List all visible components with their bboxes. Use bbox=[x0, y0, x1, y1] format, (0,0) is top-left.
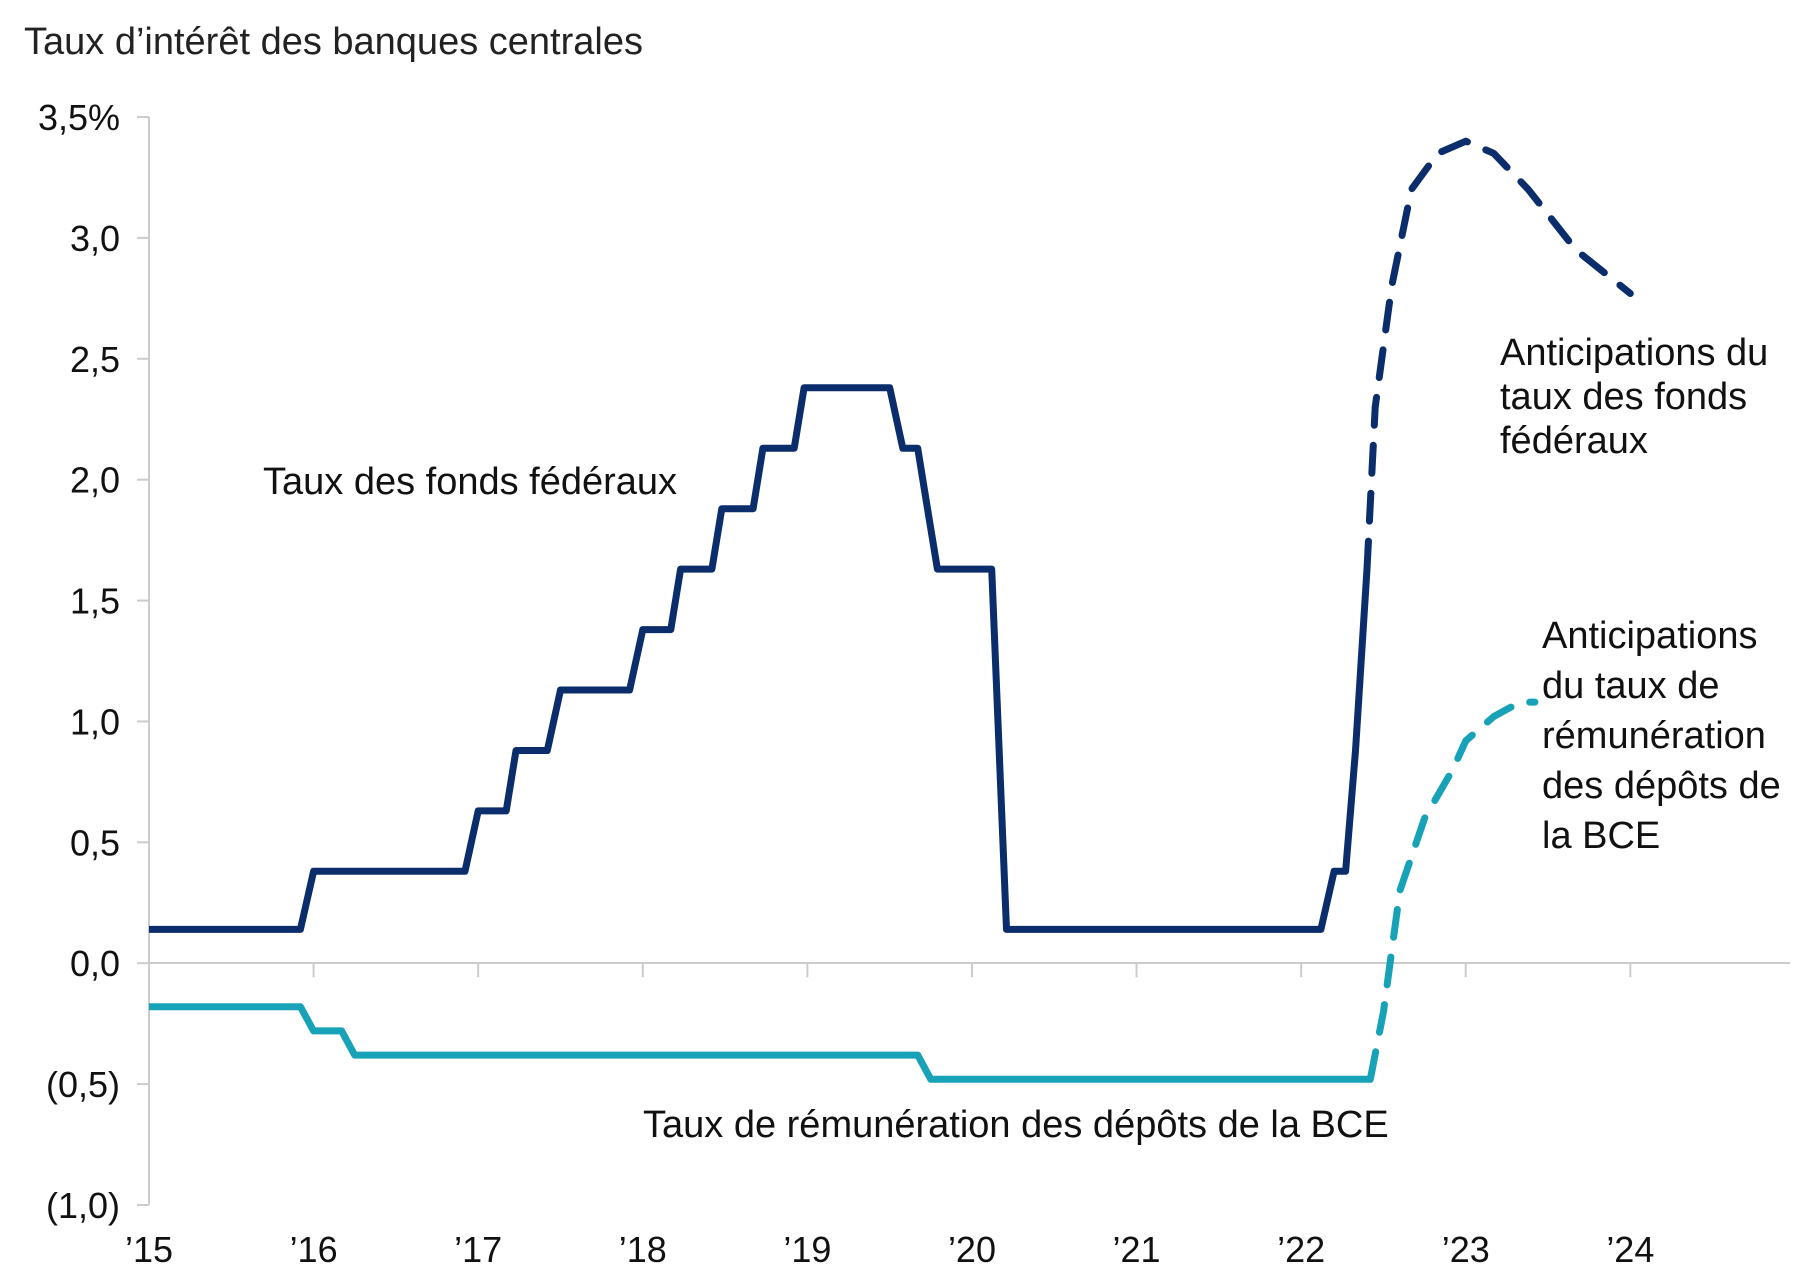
y-tick-label: 3,0 bbox=[70, 218, 120, 259]
annotation-ecb-exp-line-2: du taux de bbox=[1542, 665, 1719, 707]
x-tick-label: ’19 bbox=[783, 1229, 831, 1270]
annotation-fed-exp-line-2: taux des fonds bbox=[1500, 376, 1747, 418]
y-tick-label: (0,5) bbox=[46, 1064, 120, 1105]
annotation-ecb-deposit: Taux de rémunération des dépôts de la BC… bbox=[643, 1104, 1389, 1146]
annotation-fed-exp-line-1: Anticipations du bbox=[1500, 332, 1768, 374]
x-tick-label: ’18 bbox=[619, 1229, 667, 1270]
x-tick-label: ’22 bbox=[1277, 1229, 1325, 1270]
x-tick-label: ’23 bbox=[1442, 1229, 1490, 1270]
y-tick-label: 2,5 bbox=[70, 339, 120, 380]
y-tick-label: 1,5 bbox=[70, 581, 120, 622]
series-line-4 bbox=[1366, 698, 1539, 1083]
x-tick-label: ’21 bbox=[1113, 1229, 1161, 1270]
annotation-ecb-exp-line-1: Anticipations bbox=[1542, 615, 1757, 657]
annotation-ecb-exp-line-3: rémunération bbox=[1542, 715, 1766, 757]
annotation-fed-exp-line-3: fédéraux bbox=[1500, 420, 1648, 462]
annotation-ecb-exp-line-4: des dépôts de bbox=[1542, 765, 1781, 807]
annotation-ecb-expectations: Anticipations du taux de rémunération de… bbox=[1542, 615, 1791, 857]
annotation-fed-funds: Taux des fonds fédéraux bbox=[263, 461, 677, 503]
axes bbox=[148, 117, 1790, 1205]
y-tick-label: 1,0 bbox=[70, 701, 120, 742]
series-line-2 bbox=[1363, 137, 1634, 573]
annotation-ecb-deposit-line-1: Taux de rémunération des dépôts de la BC… bbox=[643, 1104, 1389, 1146]
chart-title: Taux d’intérêt des banques centrales bbox=[24, 21, 643, 63]
annotation-ecb-exp-line-5: la BCE bbox=[1542, 815, 1660, 857]
y-tick-label: (1,0) bbox=[46, 1185, 120, 1226]
x-tick-label: ’15 bbox=[125, 1229, 173, 1270]
y-tick-label: 3,5% bbox=[38, 97, 120, 138]
series-line-1 bbox=[149, 384, 1371, 933]
y-ticks: (1,0) (0,5) 0,0 0,5 1,0 1,5 2,0 2,5 3,0 3,5% bbox=[38, 97, 149, 1226]
x-tick-label: ’16 bbox=[290, 1229, 338, 1270]
series-lines bbox=[149, 137, 1634, 1083]
y-tick-label: 0,5 bbox=[70, 822, 120, 863]
x-tick-label: ’17 bbox=[454, 1229, 502, 1270]
y-tick-label: 0,0 bbox=[70, 943, 120, 984]
annotation-fed-funds-line-1: Taux des fonds fédéraux bbox=[263, 461, 677, 503]
series-line-3 bbox=[149, 1003, 1371, 1083]
x-tick-label: ’20 bbox=[948, 1229, 996, 1270]
annotations: Taux des fonds fédéraux Anticipations du… bbox=[263, 332, 1791, 1146]
x-tick-label: ’24 bbox=[1606, 1229, 1654, 1270]
annotation-fed-funds-expectations: Anticipations du taux des fonds fédéraux bbox=[1500, 332, 1779, 462]
y-tick-label: 2,0 bbox=[70, 460, 120, 501]
x-ticks: ’15 ’16 ’17 ’18 ’19 ’20 ’21 ’22 ’23 ’24 bbox=[125, 963, 1654, 1270]
